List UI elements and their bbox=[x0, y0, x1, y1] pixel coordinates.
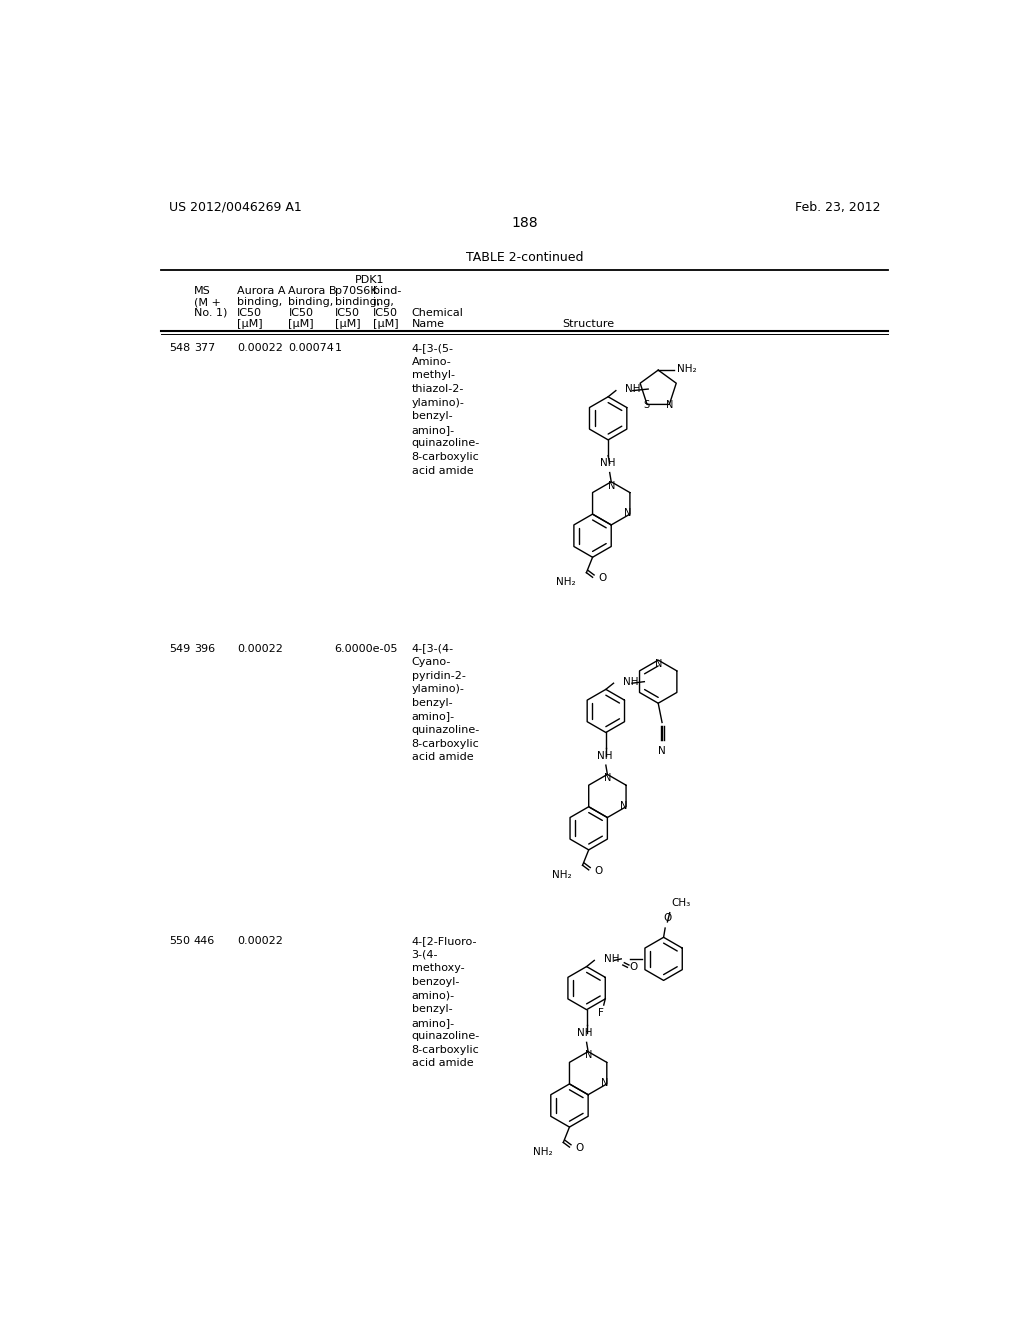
Text: 549: 549 bbox=[169, 644, 190, 653]
Text: 188: 188 bbox=[511, 216, 539, 230]
Text: N: N bbox=[600, 1077, 608, 1088]
Text: NH: NH bbox=[600, 458, 615, 469]
Text: N: N bbox=[585, 1051, 593, 1060]
Text: IC50: IC50 bbox=[289, 308, 313, 318]
Text: CH₃: CH₃ bbox=[672, 898, 690, 908]
Text: 0.00074: 0.00074 bbox=[289, 343, 334, 354]
Text: NH: NH bbox=[623, 677, 638, 686]
Text: N: N bbox=[667, 400, 674, 411]
Text: IC50: IC50 bbox=[373, 308, 398, 318]
Text: bind-: bind- bbox=[373, 286, 401, 296]
Text: 4-[2-Fluoro-
3-(4-
methoxy-
benzoyl-
amino)-
benzyl-
amino]-
quinazoline-
8-carb: 4-[2-Fluoro- 3-(4- methoxy- benzoyl- ami… bbox=[412, 936, 480, 1068]
Text: p70S6K: p70S6K bbox=[335, 286, 377, 296]
Text: Aurora A: Aurora A bbox=[237, 286, 286, 296]
Text: Chemical: Chemical bbox=[412, 308, 464, 318]
Text: [μM]: [μM] bbox=[237, 318, 262, 329]
Text: N: N bbox=[624, 508, 631, 517]
Text: [μM]: [μM] bbox=[289, 318, 314, 329]
Text: ing,: ing, bbox=[373, 297, 394, 308]
Text: NH: NH bbox=[578, 1028, 593, 1038]
Text: binding,: binding, bbox=[335, 297, 380, 308]
Text: O: O bbox=[575, 1143, 584, 1152]
Text: [μM]: [μM] bbox=[373, 318, 398, 329]
Text: N: N bbox=[655, 659, 663, 669]
Text: 6.0000e-05: 6.0000e-05 bbox=[335, 644, 398, 653]
Text: MS: MS bbox=[194, 286, 211, 296]
Text: [μM]: [μM] bbox=[335, 318, 360, 329]
Text: O: O bbox=[595, 866, 603, 875]
Text: IC50: IC50 bbox=[237, 308, 262, 318]
Text: 446: 446 bbox=[194, 936, 215, 946]
Text: No. 1): No. 1) bbox=[194, 308, 227, 318]
Text: 396: 396 bbox=[194, 644, 215, 653]
Text: 4-[3-(4-
Cyano-
pyridin-2-
ylamino)-
benzyl-
amino]-
quinazoline-
8-carboxylic
a: 4-[3-(4- Cyano- pyridin-2- ylamino)- ben… bbox=[412, 644, 480, 762]
Text: O: O bbox=[630, 961, 638, 972]
Text: N: N bbox=[604, 774, 611, 783]
Text: (M +: (M + bbox=[194, 297, 220, 308]
Text: N: N bbox=[608, 480, 615, 491]
Text: binding,: binding, bbox=[237, 297, 282, 308]
Text: N: N bbox=[658, 746, 666, 756]
Text: S: S bbox=[643, 400, 649, 411]
Text: binding,: binding, bbox=[289, 297, 334, 308]
Text: 0.00022: 0.00022 bbox=[237, 936, 283, 946]
Text: NH: NH bbox=[625, 384, 641, 395]
Text: Feb. 23, 2012: Feb. 23, 2012 bbox=[795, 201, 881, 214]
Text: 377: 377 bbox=[194, 343, 215, 354]
Text: NH: NH bbox=[597, 751, 612, 760]
Text: 550: 550 bbox=[169, 936, 190, 946]
Text: PDK1: PDK1 bbox=[354, 276, 384, 285]
Text: TABLE 2-continued: TABLE 2-continued bbox=[466, 251, 584, 264]
Text: N: N bbox=[620, 800, 627, 810]
Text: 0.00022: 0.00022 bbox=[237, 343, 283, 354]
Text: NH₂: NH₂ bbox=[552, 870, 571, 879]
Text: Structure: Structure bbox=[562, 318, 613, 329]
Text: Name: Name bbox=[412, 318, 444, 329]
Text: 4-[3-(5-
Amino-
methyl-
thiazol-2-
ylamino)-
benzyl-
amino]-
quinazoline-
8-carb: 4-[3-(5- Amino- methyl- thiazol-2- ylami… bbox=[412, 343, 480, 475]
Text: NH₂: NH₂ bbox=[677, 363, 696, 374]
Text: F: F bbox=[598, 1008, 604, 1018]
Text: NH₂: NH₂ bbox=[556, 577, 575, 587]
Text: O: O bbox=[664, 913, 672, 924]
Text: 1: 1 bbox=[335, 343, 342, 354]
Text: O: O bbox=[599, 573, 607, 583]
Text: IC50: IC50 bbox=[335, 308, 359, 318]
Text: 0.00022: 0.00022 bbox=[237, 644, 283, 653]
Text: NH₂: NH₂ bbox=[532, 1147, 553, 1156]
Text: 548: 548 bbox=[169, 343, 190, 354]
Text: NH: NH bbox=[603, 954, 620, 964]
Text: Aurora B: Aurora B bbox=[289, 286, 337, 296]
Text: US 2012/0046269 A1: US 2012/0046269 A1 bbox=[169, 201, 302, 214]
